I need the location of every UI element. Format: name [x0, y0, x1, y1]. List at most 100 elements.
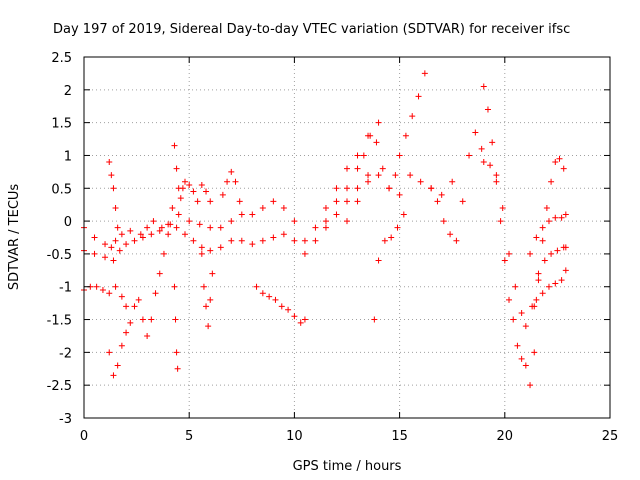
data-point: [139, 316, 146, 323]
data-point: [301, 316, 308, 323]
data-point: [194, 198, 201, 205]
data-point: [200, 283, 207, 290]
y-tick-label: -1.5: [47, 314, 72, 329]
x-tick-label: 5: [185, 429, 193, 444]
data-point: [428, 185, 435, 192]
data-point: [127, 227, 134, 234]
y-tick-label: -2: [59, 346, 72, 361]
data-point: [354, 165, 361, 172]
data-point: [322, 224, 329, 231]
data-point: [367, 132, 374, 139]
series-track-11: [322, 70, 428, 225]
data-point: [198, 250, 205, 257]
data-point: [386, 185, 393, 192]
y-tick-label: -3: [59, 412, 72, 427]
data-point: [533, 296, 540, 303]
y-tick-label: 2: [64, 84, 72, 99]
x-tick-label: 15: [391, 429, 408, 444]
data-point: [388, 234, 395, 241]
series-track-19: [522, 244, 569, 330]
data-point: [91, 250, 98, 257]
x-tick-label: 25: [602, 429, 619, 444]
series-track-15: [480, 83, 538, 389]
data-point: [165, 221, 172, 228]
data-point: [545, 218, 552, 225]
data-point: [400, 211, 407, 218]
data-point: [173, 224, 180, 231]
data-point: [522, 362, 529, 369]
data-point: [344, 165, 350, 172]
data-point: [493, 172, 500, 179]
data-point: [285, 306, 292, 313]
data-point: [249, 211, 256, 218]
data-point: [480, 83, 487, 90]
data-point: [548, 178, 555, 185]
data-point: [301, 250, 308, 257]
data-points: [81, 70, 569, 389]
data-point: [209, 270, 216, 277]
data-point: [291, 218, 298, 225]
data-point: [531, 349, 538, 356]
data-point: [207, 247, 214, 254]
data-point: [156, 270, 163, 277]
data-point: [322, 218, 329, 225]
data-point: [108, 244, 115, 251]
data-point: [396, 191, 403, 198]
data-point: [259, 237, 266, 244]
data-point: [171, 142, 178, 149]
y-tick-label: -2.5: [47, 379, 72, 394]
data-point: [203, 188, 210, 195]
y-tick-label: 0: [64, 215, 72, 230]
data-point: [106, 349, 113, 356]
data-point: [402, 132, 409, 139]
series-track-9: [219, 168, 243, 205]
data-point: [106, 290, 113, 297]
data-point: [459, 198, 466, 205]
series-track-13: [371, 211, 407, 323]
series-track-5: [106, 159, 121, 231]
data-point: [301, 237, 308, 244]
data-point: [219, 191, 226, 198]
data-point: [203, 303, 210, 310]
series-track-14: [428, 129, 485, 244]
series-track-6: [171, 142, 214, 205]
y-tick-label: 1: [64, 149, 72, 164]
data-point: [514, 342, 521, 349]
data-point: [270, 234, 277, 241]
data-point: [562, 267, 569, 274]
series-track-7: [171, 283, 181, 372]
data-point: [407, 172, 414, 179]
y-tick-label: -0.5: [47, 248, 72, 263]
series-track-8: [198, 250, 216, 330]
data-point: [545, 283, 552, 290]
data-point: [173, 349, 180, 356]
data-point: [270, 198, 277, 205]
data-point: [207, 198, 214, 205]
data-point: [489, 139, 496, 146]
data-point: [123, 303, 130, 310]
data-point: [173, 165, 180, 172]
data-point: [529, 303, 536, 310]
data-point: [102, 241, 109, 248]
x-tick-label: 0: [80, 429, 88, 444]
data-point: [552, 280, 559, 287]
data-point: [543, 204, 550, 211]
data-point: [238, 211, 245, 218]
data-point: [497, 218, 504, 225]
series-track-12: [344, 172, 456, 225]
data-point: [440, 218, 447, 225]
chart-title: Day 197 of 2019, Sidereal Day-to-day VTE…: [53, 22, 570, 37]
data-point: [175, 211, 182, 218]
data-point: [152, 290, 159, 297]
data-point: [548, 250, 555, 257]
data-point: [249, 241, 256, 248]
data-point: [148, 316, 155, 323]
data-point: [375, 257, 382, 264]
data-point: [131, 237, 138, 244]
tick-labels: 0 5 10 15 20 25 -3 -2.5 -2 -1.5 -1 -0.5 0 0.5 1 1.5 2 2.5: [47, 51, 619, 444]
data-point: [506, 296, 513, 303]
data-point: [415, 93, 422, 100]
y-tick-label: 2.5: [51, 51, 72, 66]
data-point: [91, 234, 98, 241]
data-point: [322, 204, 329, 211]
